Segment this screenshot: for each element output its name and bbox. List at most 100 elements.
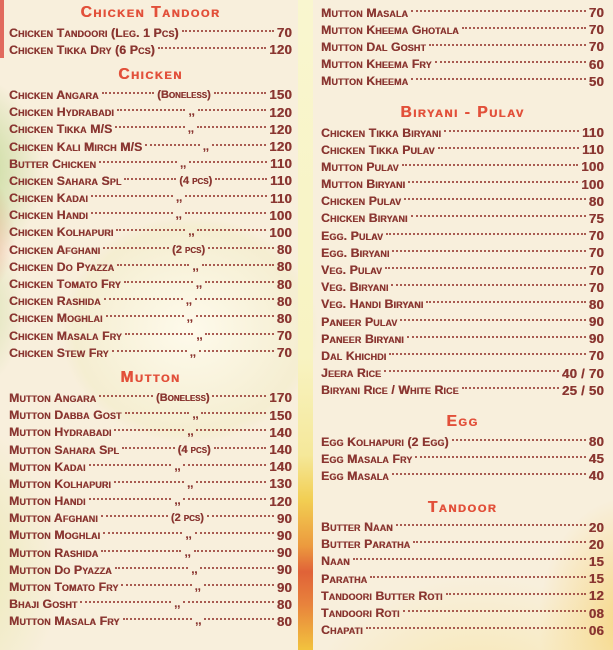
- dotted-leader: [213, 91, 267, 94]
- menu-item-row: Chapati 06: [321, 622, 604, 639]
- dotted-leader: [411, 9, 586, 12]
- item-name: Chicken Do Pyazza: [9, 259, 115, 274]
- item-name: Butter Chicken: [9, 156, 97, 171]
- dotted-leader: [386, 232, 586, 235]
- item-note: ,,: [194, 581, 201, 594]
- dotted-leader: [122, 446, 175, 449]
- item-price: 15: [588, 571, 604, 587]
- dotted-leader: [370, 575, 586, 578]
- menu-item-row: Butter Chicken,, 110: [9, 155, 292, 172]
- item-price: 08: [588, 605, 604, 621]
- item-price: 100: [269, 224, 292, 240]
- item-name: Egg. Pulav: [321, 228, 384, 243]
- section-title: Mutton: [120, 369, 181, 387]
- item-price: 110: [269, 156, 293, 172]
- dotted-leader: [203, 584, 274, 587]
- item-price: 170: [269, 390, 292, 406]
- dotted-leader: [392, 249, 586, 252]
- menu-item-row: Veg. Biryani 70: [321, 279, 604, 296]
- item-note: ,,: [175, 209, 182, 222]
- dotted-leader: [193, 549, 274, 552]
- dotted-leader: [103, 532, 183, 535]
- dotted-leader: [201, 412, 267, 415]
- item-name: Mutton Pulav: [321, 159, 399, 174]
- menu-item-row: Tandoori Roti 08: [321, 604, 604, 621]
- menu-item-row: Mutton Kolhapuri,, 130: [9, 475, 292, 492]
- dotted-leader: [437, 146, 579, 149]
- item-name: Chicken Pulav: [321, 194, 402, 209]
- item-name: Chicken Tomato Fry: [9, 277, 121, 292]
- item-name: Dal Khichdi: [321, 348, 387, 363]
- dotted-leader: [157, 46, 267, 49]
- item-note: (2 pcs): [170, 512, 204, 525]
- item-note: ,,: [188, 226, 195, 239]
- item-note: ,,: [185, 295, 192, 308]
- item-note: ,,: [184, 546, 191, 559]
- menu-item-row: Mutton Biryani 100: [321, 176, 604, 193]
- dotted-leader: [122, 618, 193, 621]
- item-price: 110: [581, 142, 604, 158]
- item-note: ,,: [174, 495, 181, 508]
- item-note: (4 pcs): [177, 443, 211, 456]
- item-name: Chicken Handi: [9, 208, 88, 223]
- item-note: ,,: [185, 529, 192, 542]
- menu-section: Biryani - Pulav Chicken Tikka Biryani 110 C…: [321, 104, 604, 399]
- menu-section: Mutton Mutton Angara (Boneless) 170 Mutton D…: [9, 369, 292, 630]
- dotted-leader: [200, 566, 274, 569]
- item-name: Chicken Hydrabadi: [9, 105, 114, 120]
- dotted-leader: [103, 298, 183, 301]
- dotted-leader: [185, 195, 267, 198]
- item-price: 140: [269, 442, 293, 458]
- dotted-leader: [352, 558, 586, 561]
- dotted-leader: [428, 43, 586, 46]
- dotted-leader: [365, 627, 586, 630]
- menu-column-right: Mutton Masala 70 Mutton Kheema Ghotala 70 Mu…: [313, 0, 613, 650]
- item-name: Mutton Masala: [321, 5, 409, 20]
- item-note: ,,: [202, 140, 209, 153]
- item-note: (4 pcs): [179, 174, 213, 187]
- item-name: Chicken Tikka Dry (6 Pcs): [9, 42, 155, 57]
- menu-item-row: Mutton Pulav 100: [321, 158, 604, 175]
- menu-item-row: Egg. Pulav 70: [321, 227, 604, 244]
- menu-item-row: Chicken Kolhapuri,, 100: [9, 224, 292, 241]
- item-price: 70: [588, 348, 604, 364]
- item-note: ,,: [179, 157, 187, 170]
- menu-item-row: Mutton Sahara Spl (4 pcs) 140: [9, 441, 292, 458]
- item-name: Tandoori Roti: [321, 606, 400, 621]
- dotted-leader: [391, 472, 586, 475]
- item-price: 90: [588, 314, 604, 330]
- dotted-leader: [181, 29, 274, 32]
- dotted-leader: [404, 198, 586, 201]
- dotted-leader: [406, 335, 586, 338]
- dotted-leader: [198, 349, 274, 352]
- item-name: Naan: [321, 554, 350, 569]
- left-edge-accent: [0, 0, 4, 58]
- dotted-leader: [101, 549, 182, 552]
- item-price: 25 / 50: [561, 382, 604, 398]
- item-name: Mutton Kheema: [321, 74, 409, 89]
- section-title: Chicken Tandoor: [80, 4, 221, 21]
- menu-item-row: Chicken Hydrabadi,, 120: [9, 104, 292, 121]
- section-title: Chicken: [118, 66, 183, 84]
- menu-item-row: Mutton Kheema 50: [321, 73, 604, 90]
- item-price: 90: [276, 545, 293, 561]
- dotted-leader: [184, 212, 267, 215]
- dotted-leader: [194, 298, 274, 301]
- item-price: 120: [269, 104, 292, 120]
- item-name: Butter Naan: [321, 520, 393, 535]
- item-price: 130: [269, 476, 292, 492]
- menu-item-row: Chicken Rashida,, 80: [9, 293, 292, 310]
- item-price: 80: [276, 596, 293, 612]
- dotted-leader: [461, 26, 586, 29]
- item-name: Mutton Sahara Spl: [9, 442, 120, 457]
- dotted-leader: [212, 394, 267, 397]
- dotted-leader: [117, 263, 190, 266]
- item-price: 60: [588, 56, 604, 72]
- item-name: Chicken Biryani: [321, 211, 408, 226]
- item-price: 50: [588, 73, 604, 89]
- section-title: Biryani - Pulav: [400, 103, 525, 121]
- dotted-leader: [205, 332, 274, 335]
- item-price: 70: [588, 22, 604, 38]
- dotted-leader: [103, 246, 170, 249]
- item-note: ,,: [187, 477, 194, 490]
